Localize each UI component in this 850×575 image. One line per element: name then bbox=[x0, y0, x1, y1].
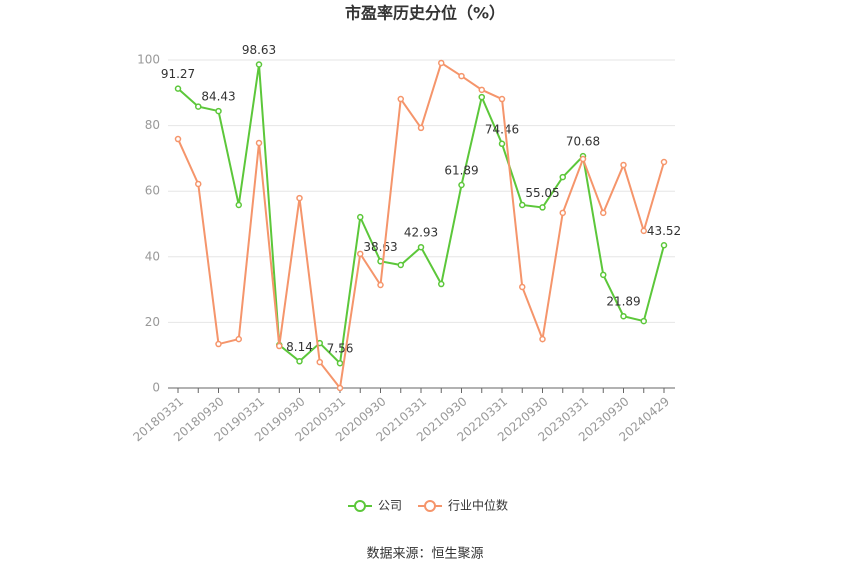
point bbox=[640, 317, 647, 325]
point bbox=[296, 358, 303, 365]
y-tick-label: 100 bbox=[137, 53, 160, 67]
point bbox=[235, 201, 242, 209]
point bbox=[559, 173, 566, 181]
point bbox=[519, 283, 526, 291]
y-tick-label: 80 bbox=[145, 118, 160, 132]
point bbox=[559, 209, 566, 217]
point bbox=[458, 181, 465, 189]
y-tick-label: 60 bbox=[145, 184, 160, 198]
point bbox=[600, 271, 607, 279]
point bbox=[438, 59, 445, 67]
data-label: 43.52 bbox=[647, 224, 681, 238]
point bbox=[276, 342, 283, 350]
point bbox=[215, 107, 222, 115]
point bbox=[539, 335, 546, 343]
point bbox=[660, 158, 668, 166]
point bbox=[195, 103, 202, 110]
legend-marker bbox=[424, 500, 437, 512]
data-label: 7.56 bbox=[327, 342, 354, 356]
point bbox=[519, 201, 526, 209]
point bbox=[336, 359, 344, 367]
point bbox=[397, 95, 404, 103]
data-label: 70.68 bbox=[566, 135, 600, 149]
legend-label: 行业中位数 bbox=[448, 498, 508, 513]
point bbox=[438, 280, 445, 288]
point bbox=[174, 85, 182, 92]
point bbox=[397, 261, 404, 269]
point bbox=[195, 180, 202, 188]
point bbox=[498, 95, 506, 103]
legend-marker bbox=[354, 500, 366, 512]
point bbox=[255, 61, 263, 68]
point bbox=[296, 194, 303, 202]
data-label: 74.46 bbox=[485, 122, 519, 136]
y-tick-label: 0 bbox=[152, 381, 160, 395]
data-label: 98.63 bbox=[242, 43, 276, 57]
point bbox=[660, 242, 668, 249]
point bbox=[417, 243, 425, 251]
legend-label: 公司 bbox=[378, 499, 402, 513]
point bbox=[600, 209, 607, 217]
point bbox=[316, 358, 323, 366]
point bbox=[417, 124, 425, 132]
point bbox=[377, 281, 384, 289]
point bbox=[336, 384, 344, 392]
point bbox=[357, 213, 364, 221]
point bbox=[640, 227, 647, 235]
point bbox=[235, 335, 242, 343]
y-tick-label: 20 bbox=[145, 315, 160, 329]
point bbox=[620, 312, 627, 320]
point bbox=[255, 139, 263, 147]
data-label: 84.43 bbox=[201, 90, 235, 104]
data-label: 38.63 bbox=[363, 240, 397, 254]
data-label: 21.89 bbox=[606, 295, 640, 309]
point bbox=[174, 135, 182, 143]
data-label: 42.93 bbox=[404, 226, 438, 240]
chart-title: 市盈率历史分位（%） bbox=[345, 4, 505, 23]
point bbox=[539, 204, 546, 211]
data-label: 55.05 bbox=[525, 186, 559, 200]
point bbox=[357, 250, 364, 258]
point bbox=[498, 140, 506, 148]
data-label: 61.89 bbox=[444, 164, 478, 178]
point bbox=[215, 340, 222, 348]
y-tick-label: 40 bbox=[145, 249, 160, 263]
point bbox=[620, 161, 627, 169]
source: 数据来源：恒生聚源 bbox=[366, 547, 483, 562]
point bbox=[579, 155, 587, 163]
point bbox=[478, 86, 485, 94]
data-label: 8.14 bbox=[286, 340, 313, 354]
point bbox=[478, 93, 485, 101]
data-label: 91.27 bbox=[161, 67, 195, 81]
point bbox=[458, 72, 465, 80]
